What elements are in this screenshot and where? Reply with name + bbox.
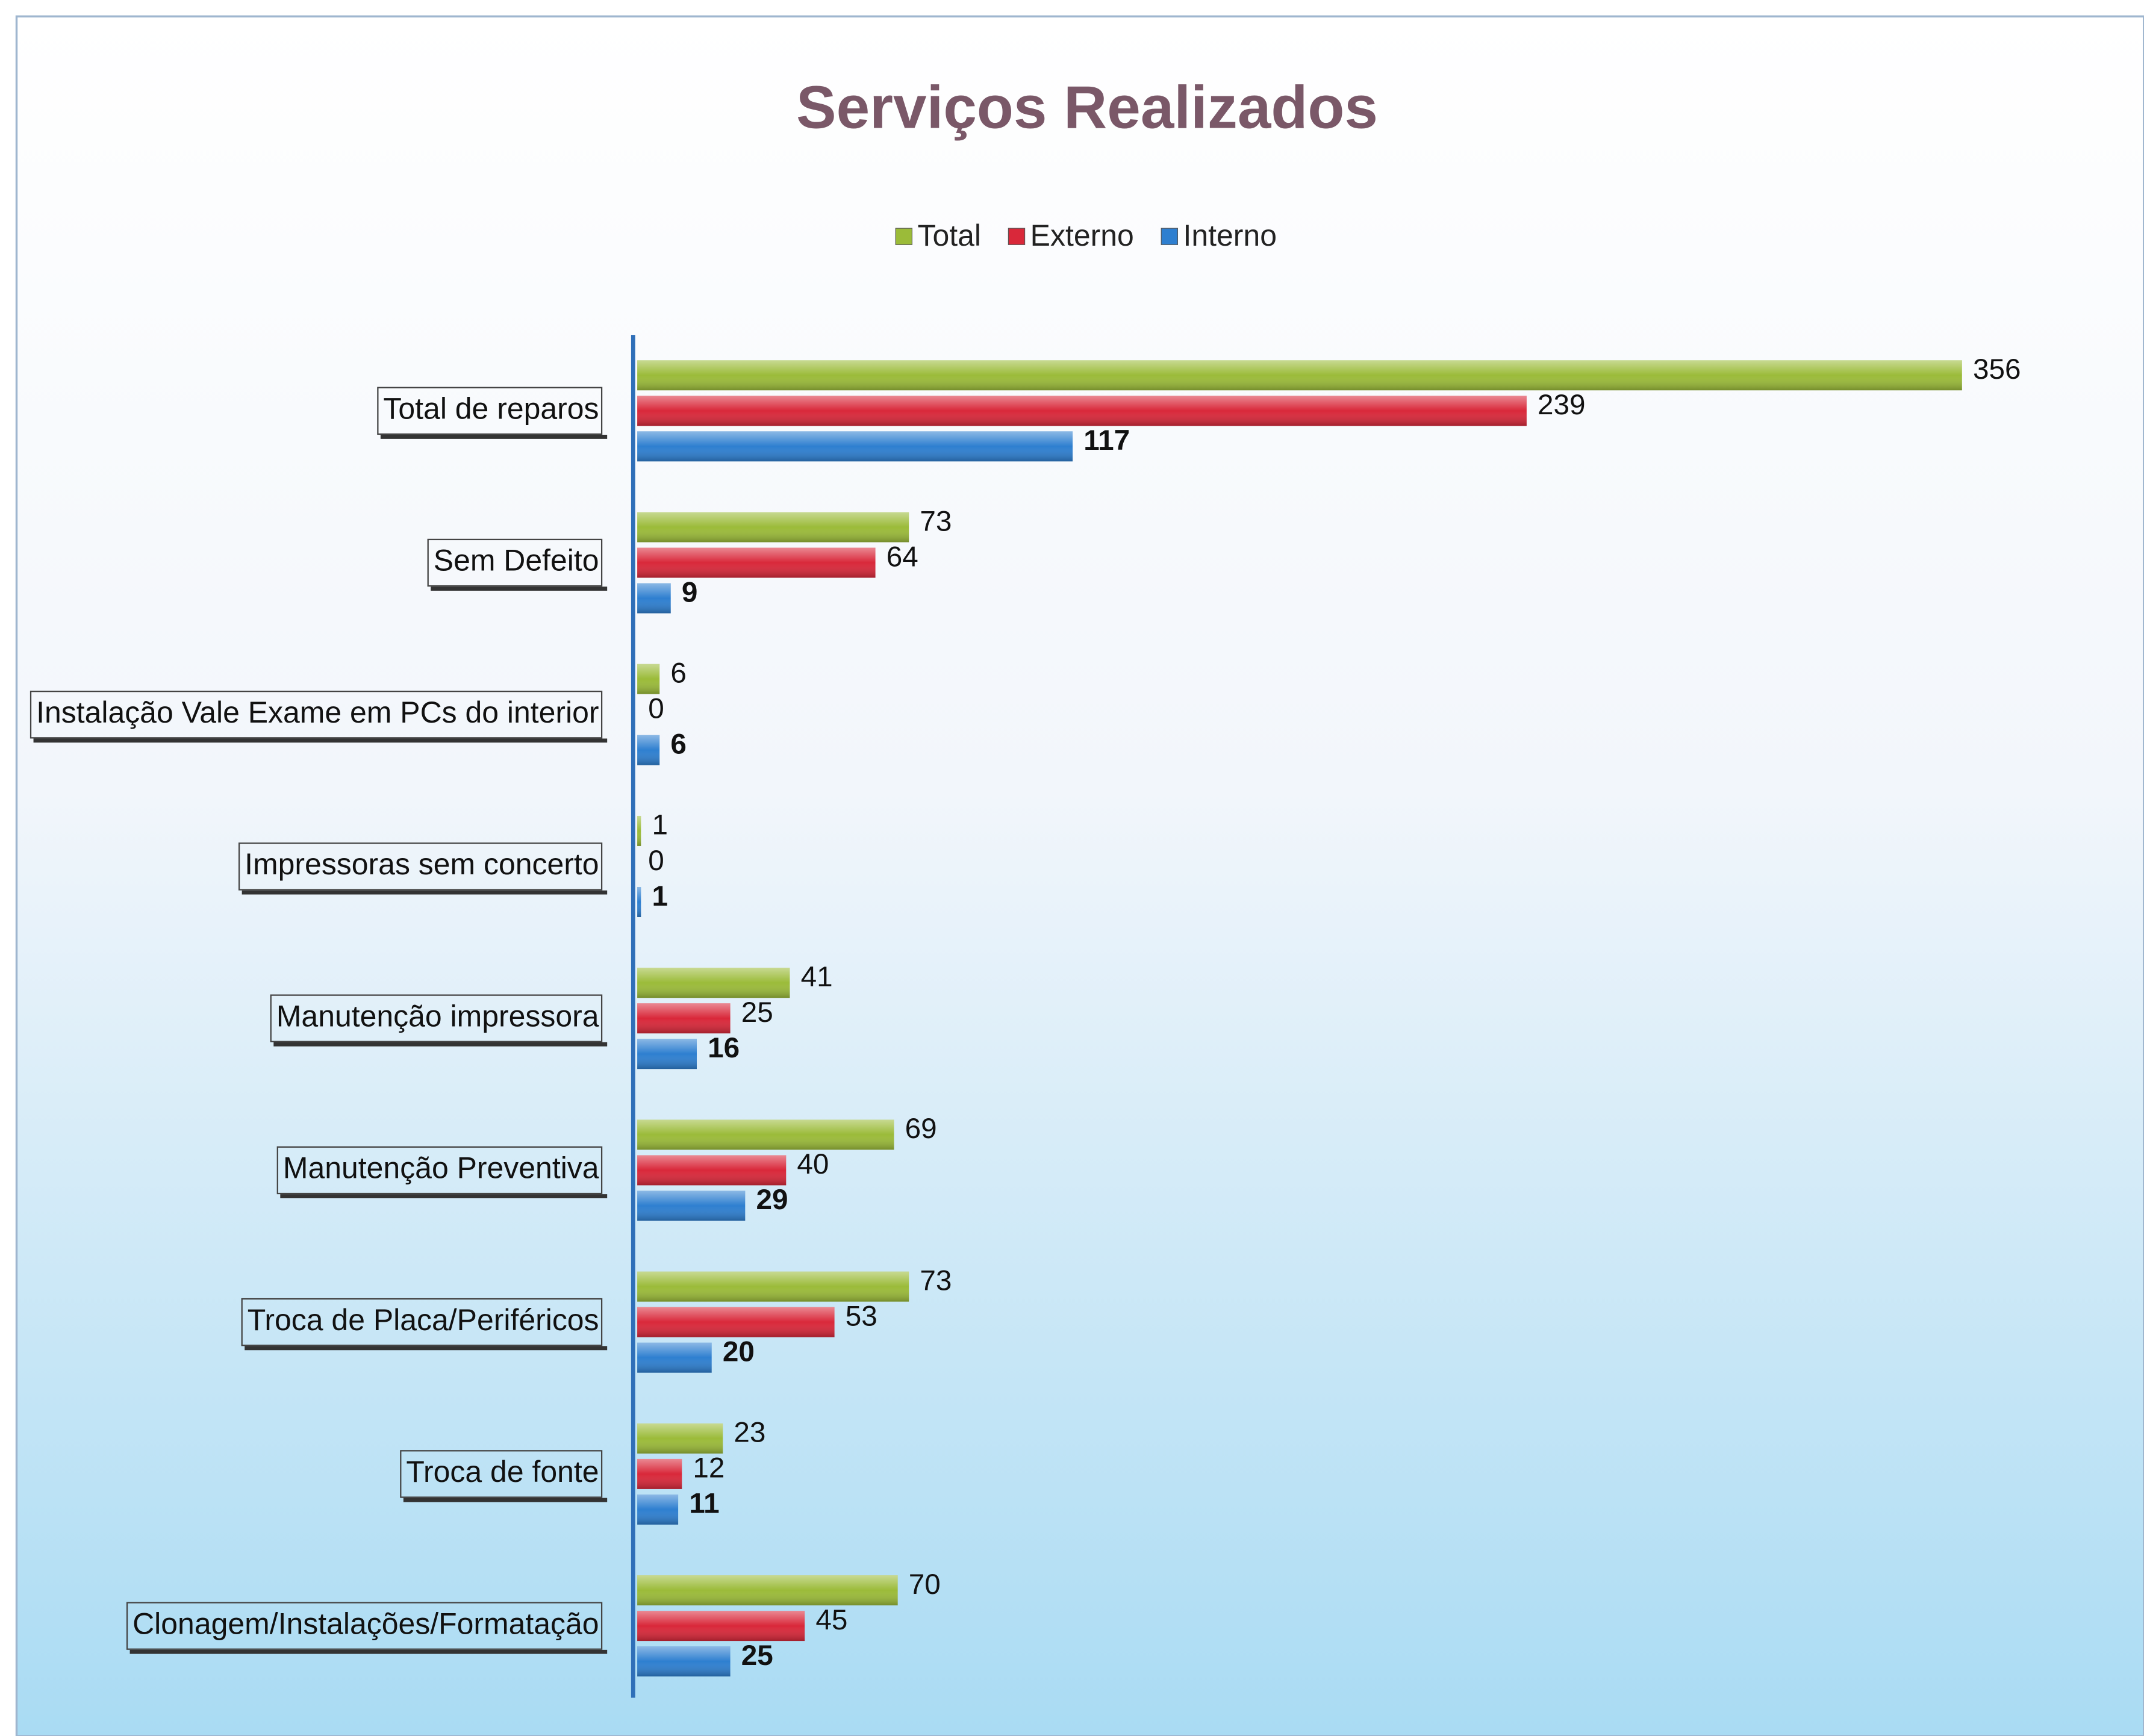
data-label: 117 (1083, 425, 1130, 456)
bar-shine (637, 1494, 679, 1525)
bar-shine (637, 360, 1962, 391)
bar-shine (637, 1611, 805, 1641)
legend-label: Total (917, 219, 980, 252)
bar-shine (637, 1190, 746, 1221)
category-label: Manutenção Preventiva (283, 1151, 599, 1185)
data-label: 1 (652, 809, 668, 841)
data-label: 20 (723, 1336, 755, 1367)
data-label: 1 (652, 880, 668, 912)
bar-shine (637, 968, 790, 998)
bar-shine (637, 547, 876, 578)
bar-shine (637, 1342, 712, 1373)
category-label: Sem Defeito (434, 544, 599, 577)
legend-label: Externo (1030, 219, 1134, 252)
data-label: 16 (708, 1032, 740, 1064)
category-label: Troca de Placa/Periféricos (248, 1303, 599, 1337)
category-label: Instalação Vale Exame em PCs do interior (36, 695, 599, 729)
data-label: 45 (815, 1604, 847, 1636)
data-label: 356 (1973, 353, 2021, 385)
data-label: 239 (1538, 389, 1586, 421)
data-label: 29 (756, 1184, 788, 1216)
bar-shine (637, 431, 1073, 462)
data-label: 0 (648, 693, 664, 725)
bar-shine (637, 396, 1527, 426)
data-label: 73 (920, 1265, 952, 1296)
category-label-box (427, 538, 603, 587)
legend-swatch (1161, 228, 1179, 245)
category-label: Troca de fonte (406, 1455, 599, 1489)
bar-shine (637, 815, 641, 846)
data-label: 25 (741, 997, 773, 1028)
data-label: 6 (670, 729, 687, 761)
category-label: Total de reparos (383, 391, 599, 425)
data-label: 25 (741, 1640, 773, 1672)
bar-shine (637, 887, 641, 917)
data-label: 11 (689, 1488, 719, 1520)
plot-background (15, 15, 2144, 1736)
data-label: 23 (734, 1417, 765, 1449)
data-label: 73 (920, 505, 952, 537)
category-label-box (276, 1146, 603, 1195)
data-label: 12 (693, 1452, 725, 1484)
category-label-box (241, 1298, 603, 1346)
category-label-box (377, 387, 603, 435)
bar-shine (637, 1458, 682, 1489)
bar-shine (637, 1119, 894, 1150)
category-label-box (400, 1450, 603, 1498)
data-label: 41 (801, 961, 833, 993)
legend-label: Interno (1183, 219, 1277, 252)
category-label: Manutenção impressora (276, 999, 599, 1033)
bar-shine (637, 1423, 723, 1454)
bar-shine (637, 1155, 787, 1186)
bar-shine (637, 1646, 731, 1677)
legend-swatch (895, 228, 912, 245)
data-label: 6 (670, 658, 687, 689)
bar-shine (637, 583, 671, 614)
data-label: 0 (648, 845, 664, 877)
bar-shine (637, 1271, 909, 1302)
data-label: 9 (682, 576, 698, 608)
bar-shine (637, 1575, 898, 1606)
bar-shine (637, 735, 660, 765)
bar-shine (637, 1039, 697, 1069)
legend-swatch (1008, 228, 1026, 245)
data-label: 40 (797, 1148, 829, 1180)
bar-shine (637, 664, 660, 694)
category-label-box (238, 842, 603, 891)
chart-title: Serviços Realizados (796, 75, 1378, 142)
data-label: 53 (846, 1300, 877, 1332)
category-label-box (126, 1602, 603, 1650)
data-label: 70 (909, 1569, 941, 1601)
category-label: Clonagem/Instalações/Formatação (132, 1607, 599, 1640)
data-label: 64 (887, 541, 918, 573)
category-label-box (30, 691, 603, 739)
bar-shine (637, 1003, 731, 1034)
category-label: Impressoras sem concerto (245, 847, 599, 881)
bar-shine (637, 1307, 835, 1337)
bar-shine (637, 512, 909, 543)
category-label-box (270, 994, 603, 1042)
data-label: 69 (905, 1113, 937, 1145)
